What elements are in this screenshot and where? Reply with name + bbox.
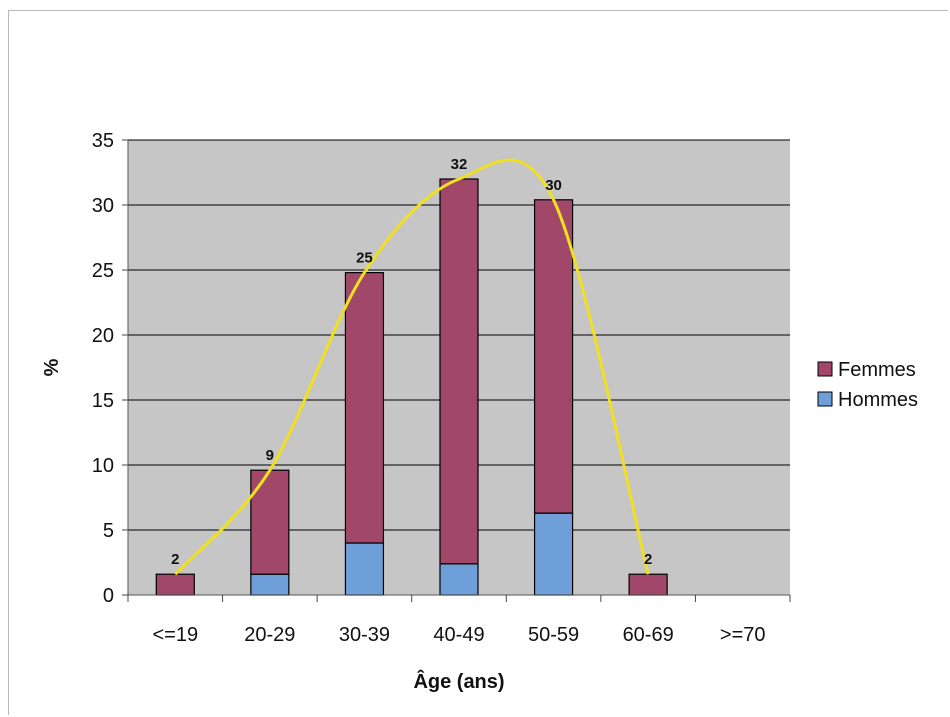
legend-label-femmes: Femmes: [838, 359, 916, 381]
trend-line: [174, 158, 650, 576]
y-tick-label: 10: [92, 455, 114, 477]
chart-frame: [8, 10, 948, 715]
legend-swatch-hommes: [817, 391, 833, 407]
bar-hommes: [344, 542, 385, 596]
y-tick-label: 5: [103, 520, 114, 542]
y-tick-label: 0: [103, 585, 114, 607]
legend: Femmes Hommes: [817, 359, 918, 411]
bar-femmes: [344, 272, 385, 544]
data-labels: 2 9 25 32 30 2: [171, 156, 652, 568]
bar-hommes: [439, 563, 479, 596]
bar-femmes: [533, 199, 574, 514]
bar-hommes: [533, 512, 574, 596]
bar-total-label: 32: [451, 156, 468, 173]
x-axis-title: Âge (ans): [413, 669, 504, 693]
bar-total-label: 30: [545, 177, 562, 194]
bar-hommes: [250, 573, 290, 596]
bar-total-label: 25: [356, 250, 373, 267]
legend-swatch-femmes: [817, 361, 833, 377]
x-tick-label: >=70: [720, 624, 766, 646]
bar-femmes: [628, 573, 668, 596]
y-tick-label: 25: [92, 260, 114, 282]
y-tick-label: 20: [92, 325, 114, 347]
bars: [155, 178, 668, 596]
x-tick-label: 50-59: [528, 624, 579, 646]
bar-femmes: [250, 469, 290, 575]
x-tick-label: 20-29: [244, 624, 295, 646]
y-axis-title: %: [41, 358, 63, 376]
x-tick-label: 30-39: [339, 624, 390, 646]
y-tick-label: 30: [92, 195, 114, 217]
x-tick-label: 40-49: [433, 624, 484, 646]
x-tick-label: 60-69: [623, 624, 674, 646]
bar-femmes: [439, 178, 479, 565]
bar-total-label: 2: [644, 551, 652, 568]
y-tick-label: 35: [92, 130, 114, 152]
bar-total-label: 9: [266, 447, 274, 464]
y-tick-label: 15: [92, 390, 114, 412]
legend-label-hommes: Hommes: [838, 389, 918, 411]
axes: 0 5 10 15 20 25 30 35 <=19 20-29 30-39 40-49 50-59 60…: [92, 130, 791, 646]
x-tick-label: <=19: [152, 624, 198, 646]
bar-femmes: [155, 573, 195, 596]
bar-total-label: 2: [171, 551, 179, 568]
